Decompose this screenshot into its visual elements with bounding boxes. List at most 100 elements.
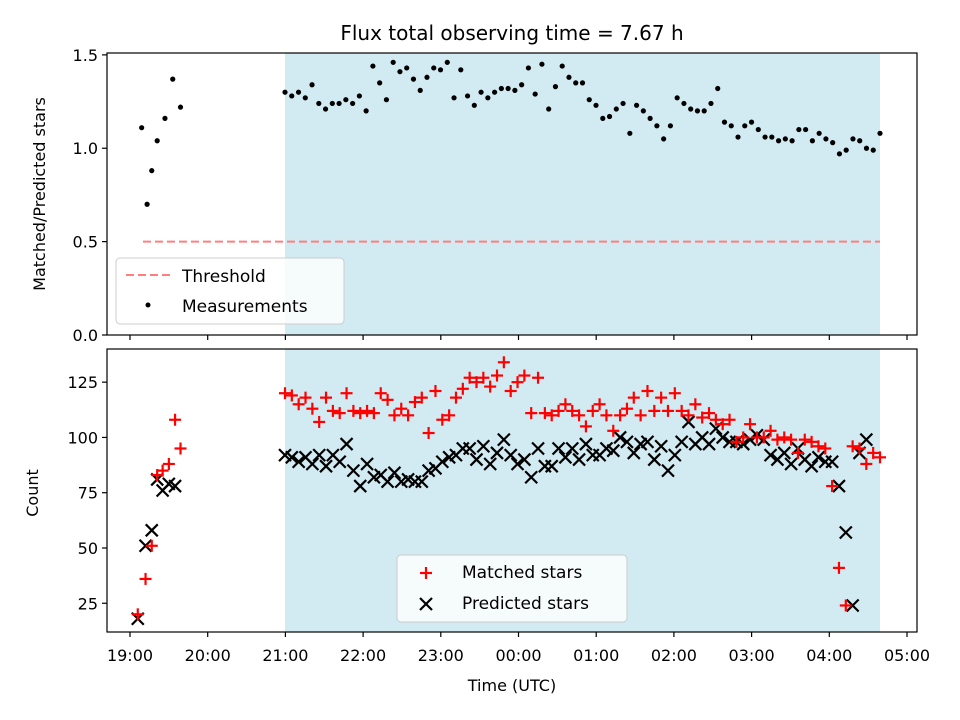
matched-point [361,404,374,417]
matched-point [627,391,640,404]
matched-point [285,389,298,402]
measurement-point [694,108,701,114]
matched-point [737,431,750,444]
matched-point [634,409,647,422]
matched-point [532,371,545,384]
measurement-point [492,89,498,95]
matched-point [614,409,627,422]
cross-b [695,430,709,445]
predicted-point [544,459,559,473]
predicted-point [462,441,477,456]
measurement-point [627,130,633,136]
matched-point [791,446,804,459]
measurement-point [701,108,707,114]
predicted-point [565,441,580,456]
top-y-tick-label: 0.5 [73,233,98,252]
chart-title: Flux total observing time = 7.67 h [340,21,683,45]
matched-point [545,409,558,422]
matched-point [292,398,305,411]
cross-b [825,454,839,469]
matched-point [874,451,886,464]
cross-b [401,472,415,487]
measurement-point [512,87,518,93]
measurement-point [424,74,430,80]
measurement-point [295,89,302,95]
bottom-x-tick-label: 04:00 [806,646,852,665]
bottom-y-tick-label: 25 [78,594,98,613]
matched-point [641,385,654,398]
matched-point [131,608,144,621]
predicted-swatch-mark [419,597,433,611]
matched-point [463,371,476,384]
matched-point [696,411,709,424]
measurements-legend-label: Measurements [182,297,308,317]
cross-b [305,457,320,471]
predicted-point [654,439,668,454]
cross-b [661,463,675,478]
measurement-point [870,147,876,153]
matched-point [689,398,702,411]
matched-point [395,402,408,415]
predicted-point [832,479,846,493]
cross-b [469,452,484,467]
cross-b [419,597,433,611]
measurement-point [830,140,836,146]
bottom-y-tick-label: 100 [67,428,98,447]
matched-legend-label: Matched stars [462,563,582,583]
measurement-point [573,80,579,86]
matched-point [381,393,394,406]
cross-b [346,463,361,478]
cross-b [298,450,313,465]
measurement-point [464,93,471,99]
matched-point [174,442,187,455]
predicted-point [661,463,675,478]
matched-point [525,407,538,420]
predicted-point [736,437,750,451]
matched-point [867,446,880,459]
cross-b [606,443,621,458]
predicted-point [415,474,429,489]
cross-b [839,525,853,540]
predicted-point [490,446,504,460]
cross-b [291,454,306,469]
measurement-point [478,89,484,95]
measurement-point [586,97,592,103]
predicted-point [524,470,538,485]
measurement-point [850,136,856,142]
cross-b [674,435,689,449]
matched-point [607,424,620,437]
measurement-point [674,95,680,101]
cross-b [777,446,792,460]
bottom-x-tick-label: 00:00 [495,646,541,665]
predicted-point [674,435,689,449]
predicted-point [517,452,532,467]
matched-point [436,413,449,426]
matched-point [771,433,784,446]
measurement-point [144,201,150,207]
cross-b [332,454,347,469]
cross-b [627,446,641,460]
matched-point [449,391,462,404]
measurement-point [431,65,437,71]
matched-point [511,376,524,389]
measurement-point [505,85,511,92]
measurement-point [451,95,457,101]
measurement-point [444,59,450,65]
cross-b [490,446,504,460]
measurement-point [377,80,383,86]
cross-b [353,479,368,493]
cross-b [497,432,511,447]
matched-point [443,409,456,422]
measurement-point [350,100,356,107]
bottom-x-ticks: 19:00 20:00 21:00 22:00 23:00 00:00 01:00 02:00… [107,632,930,665]
cross-b [565,441,580,456]
matched-point [333,407,346,420]
predicted-point [168,479,182,493]
cross-b [715,430,730,445]
measurement-point [177,104,184,110]
cross-b [784,457,798,471]
matched-point [566,404,579,417]
bottom-x-tick-label: 05:00 [884,646,930,665]
matched-point [682,409,695,422]
measurement-point [782,136,788,142]
